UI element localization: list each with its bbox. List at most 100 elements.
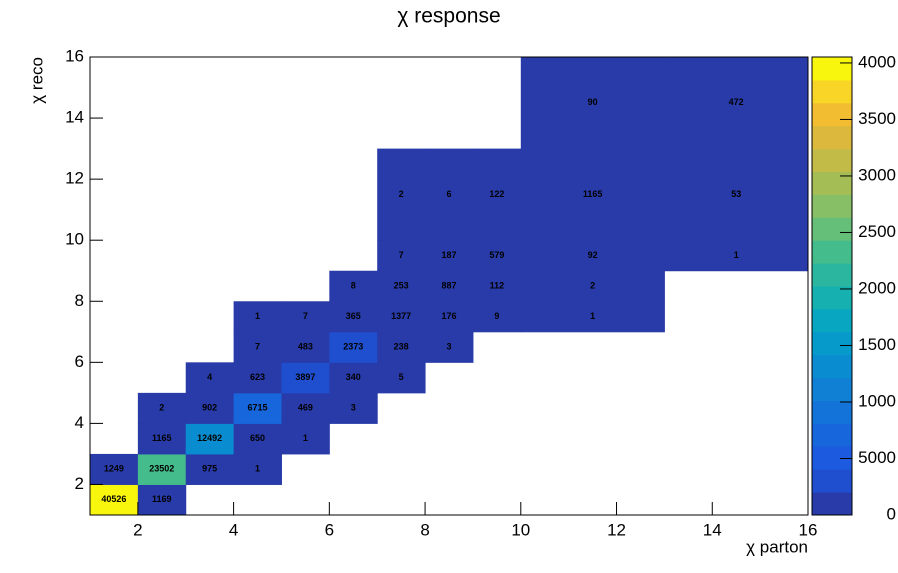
cell-label: 92: [588, 250, 598, 260]
cell-label: 579: [489, 250, 504, 260]
cell: [377, 148, 426, 241]
cell: [137, 392, 187, 424]
x-tick-label: 16: [799, 520, 818, 539]
colorbar-band: [812, 400, 852, 424]
cell: [520, 148, 665, 241]
cell-label: 1249: [104, 464, 124, 474]
cell-label: 1169: [152, 494, 172, 504]
cell-label: 1: [255, 464, 260, 474]
cell-label: 3897: [295, 372, 315, 382]
z-tick-label: 2000: [858, 278, 896, 297]
cell: [329, 362, 378, 394]
cell-label: 975: [202, 464, 217, 474]
cell-label: 902: [202, 403, 217, 413]
cell: [90, 453, 139, 485]
cell-label: 472: [729, 97, 744, 107]
colorbar-band: [812, 125, 852, 150]
cell-label: 1: [590, 311, 595, 321]
cell: [90, 484, 139, 516]
cell: [281, 331, 330, 363]
cell-label: 2373: [343, 341, 363, 351]
cell-label: 238: [394, 341, 409, 351]
cell: [425, 240, 474, 272]
cell: [185, 392, 235, 424]
cell-label: 7: [399, 250, 404, 260]
cell-label: 3: [446, 341, 451, 351]
cell: [137, 484, 187, 516]
cell-label: 6: [446, 189, 451, 199]
cell-label: 469: [298, 403, 313, 413]
x-tick-label: 8: [420, 520, 429, 539]
cell: [472, 240, 522, 272]
cell: [472, 301, 522, 333]
colorbar-band: [812, 194, 852, 218]
y-tick-label: 4: [75, 413, 84, 432]
plot-frame: [89, 56, 809, 516]
colorbar-band: [812, 331, 852, 356]
cell-label: 122: [489, 189, 504, 199]
z-tick-label: 3000: [858, 165, 896, 184]
cell-label: 365: [346, 311, 361, 321]
chart-title: χ response: [397, 5, 500, 28]
cell-label: 6715: [248, 403, 268, 413]
x-tick-label: 6: [325, 520, 334, 539]
colorbar-band: [812, 217, 852, 241]
cell-label: 2: [399, 189, 404, 199]
cell-label: 40526: [101, 494, 126, 504]
colorbar-band: [812, 79, 852, 104]
cell: [233, 362, 282, 394]
cell: [425, 270, 474, 302]
y-tick-label: 16: [65, 46, 84, 65]
colorbar-band: [812, 263, 852, 287]
cell-label: 1165: [152, 433, 172, 443]
cell: [377, 362, 426, 394]
cell: [185, 362, 235, 394]
cell-label: 12492: [197, 433, 222, 443]
cell: [329, 331, 378, 363]
colorbar-frame: [811, 56, 853, 516]
x-tick-label: 4: [229, 520, 238, 539]
y-tick-label: 10: [65, 230, 84, 249]
colorbar-band: [812, 492, 852, 516]
cell: [233, 423, 282, 455]
cell: [281, 392, 330, 424]
cell: [137, 453, 187, 485]
cell-label: 2: [590, 280, 595, 290]
cell-label: 1165: [583, 189, 603, 199]
cell-label: 53: [731, 189, 741, 199]
cell: [185, 453, 235, 485]
cell-label: 9: [494, 311, 499, 321]
cell: [472, 148, 522, 241]
cell-label: 623: [250, 372, 265, 382]
x-tick-label: 12: [607, 520, 626, 539]
cell-label: 4: [207, 372, 212, 382]
cell-label: 483: [298, 341, 313, 351]
cell: [377, 301, 426, 333]
cell: [425, 301, 474, 333]
y-tick-label: 12: [65, 169, 84, 188]
colorbar-band: [812, 57, 852, 81]
z-tick-label: 4000: [858, 52, 896, 71]
cell: [281, 423, 330, 455]
y-tick-label: 8: [75, 291, 84, 310]
cell-label: 2: [159, 403, 164, 413]
z-tick-label: 0: [887, 504, 896, 523]
cell: [233, 392, 282, 424]
z-tick-label: 3500: [858, 109, 896, 128]
cell-label: 5: [399, 372, 404, 382]
x-axis-label: χ parton: [746, 537, 808, 556]
colorbar-band: [812, 240, 852, 264]
colorbar-band: [812, 286, 852, 310]
cell-label: 1: [255, 311, 260, 321]
cell: [520, 240, 665, 272]
colorbar-band: [812, 446, 852, 470]
cell-label: 187: [441, 250, 456, 260]
colorbar-band: [812, 469, 852, 493]
colorbar-band: [812, 377, 852, 401]
y-tick-label: 2: [75, 474, 84, 493]
x-tick-label: 2: [133, 520, 142, 539]
cell: [425, 331, 474, 363]
cell-label: 8: [351, 280, 356, 290]
cell-label: 650: [250, 433, 265, 443]
